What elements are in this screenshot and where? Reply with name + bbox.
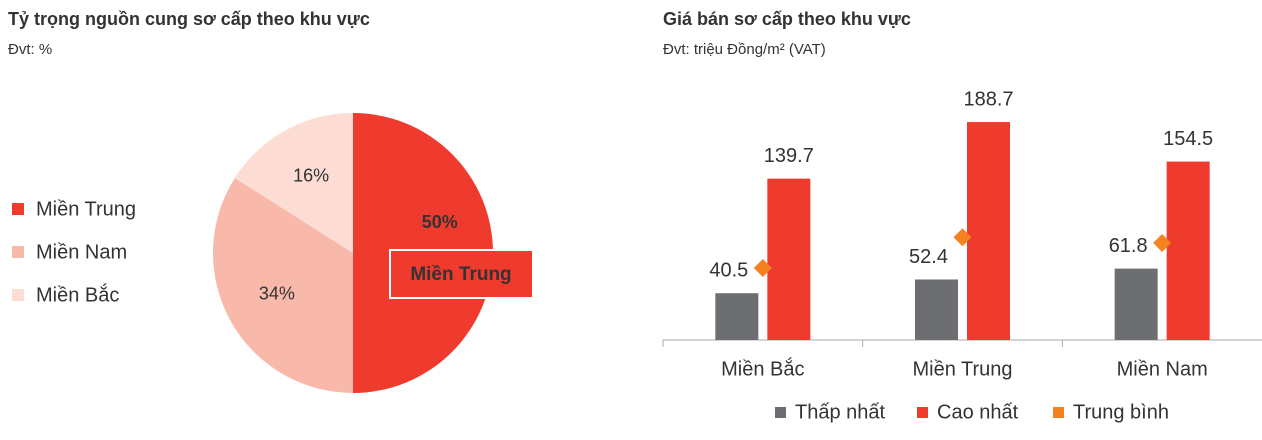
legend-label: Miền Bắc [36,283,119,306]
annotation: Miền Trung [410,264,511,285]
chart-subtitle: Đvt: % [8,41,52,58]
bar [767,178,811,340]
legend-swatch [12,203,24,215]
bar [967,122,1010,340]
legend-label: Miền Nam [36,241,127,263]
average-marker [953,228,972,247]
value-label: 139.7 [764,145,814,167]
value-label: 61.8 [1109,235,1148,257]
chart-subtitle: Đvt: triệu Đồng/m² (VAT) [663,41,826,58]
legend-label: Thấp nhất [795,401,886,423]
slice-label: 50% [422,212,458,232]
legend-swatch [917,407,928,418]
x-tick-label: Miền Bắc [721,357,804,380]
legend-label: Cao nhất [937,401,1019,423]
value-label: 40.5 [709,260,748,282]
chart-title: Tỷ trọng nguồn cung sơ cấp theo khu vực [8,9,370,29]
legend-label: Miền Trung [36,198,136,220]
legend-swatch [1053,407,1064,418]
legend-swatch [12,289,24,301]
value-label: 188.7 [963,88,1013,110]
value-label: 154.5 [1163,128,1213,150]
annotation-box [389,249,534,299]
bar [715,293,759,340]
chart-title: Giá bán sơ cấp theo khu vực [663,9,911,29]
legend-label: Trung bình [1073,401,1169,423]
x-tick-label: Miền Trung [912,358,1012,380]
bar [1114,268,1158,340]
bar [915,279,958,340]
x-tick-label: Miền Nam [1117,358,1208,380]
average-marker [753,259,772,278]
slice-label: 34% [259,284,295,304]
legend-swatch [12,246,24,258]
average-marker [1153,233,1172,252]
slice-label: 16% [293,166,329,186]
bar [1166,161,1210,340]
legend-swatch [775,407,786,418]
pie-slice [234,113,353,253]
value-label: 52.4 [909,246,948,268]
pie-slice [212,177,353,393]
